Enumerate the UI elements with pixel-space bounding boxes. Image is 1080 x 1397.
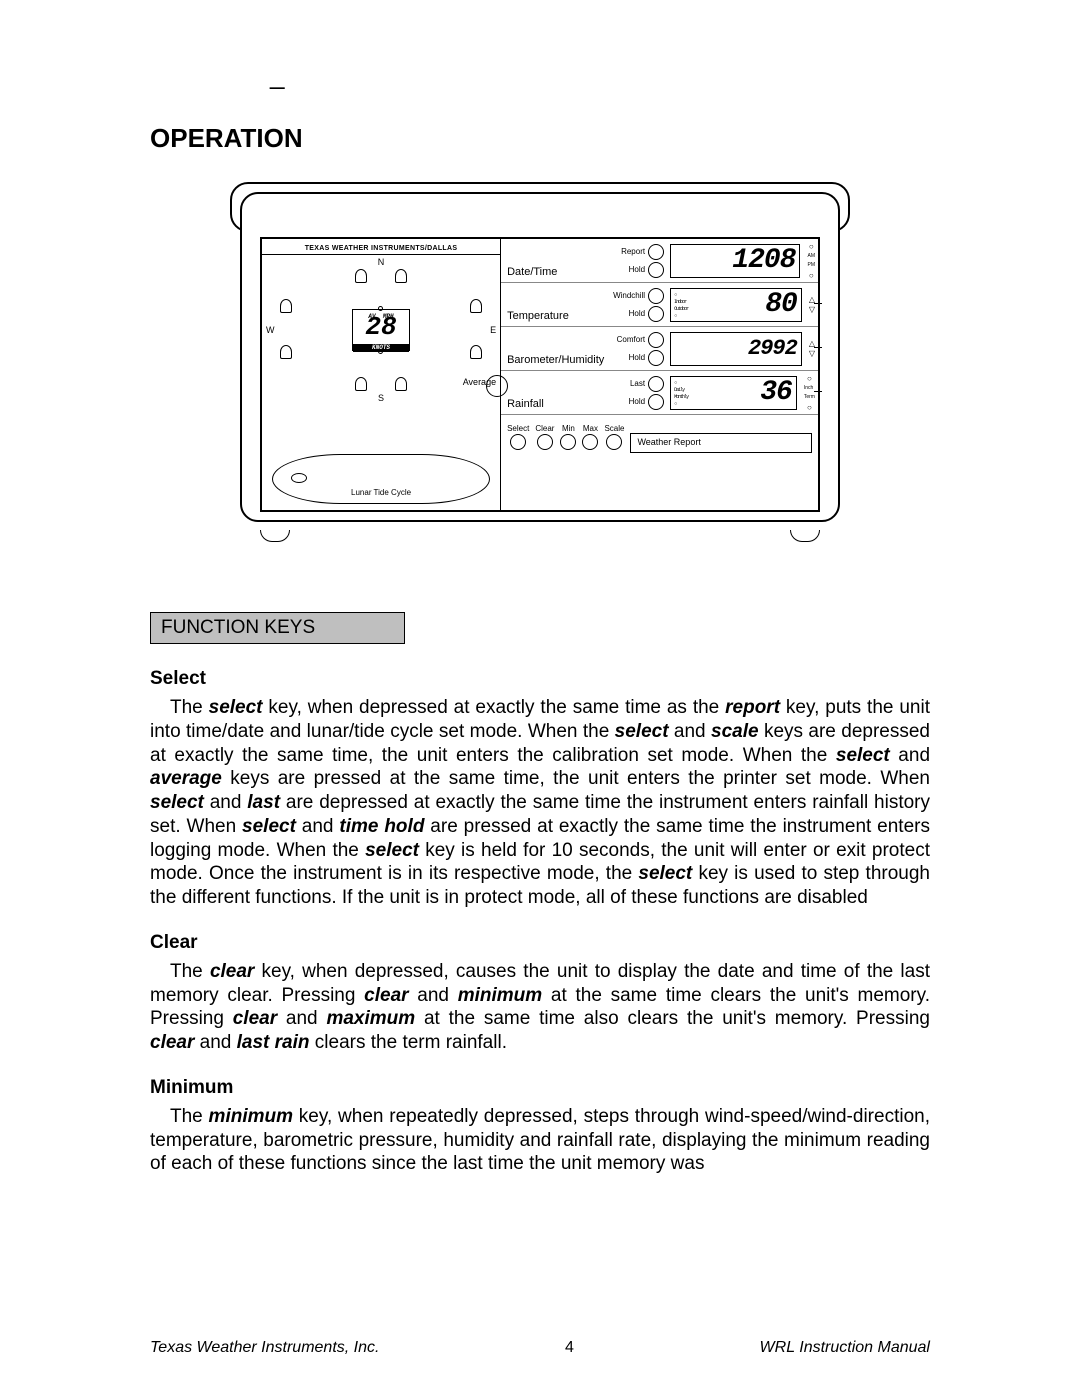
compass-n: N <box>378 257 385 267</box>
footer-manual-title: WRL Instruction Manual <box>760 1339 930 1357</box>
barometer-label: Barometer/Humidity <box>507 354 602 370</box>
lunar-tide-display: Lunar Tide Cycle <box>272 454 490 504</box>
clear-heading: Clear <box>150 932 930 954</box>
page-title: OPERATION <box>150 123 930 154</box>
device-illustration: TEXAS WEATHER INSTRUMENTS/DALLAS N S W E <box>150 182 930 552</box>
bottom-button-row: Select Clear Min Max Scale Weather Repor… <box>501 415 818 459</box>
footer-company: Texas Weather Instruments, Inc. <box>150 1339 379 1357</box>
comfort-label: Comfort <box>617 335 645 344</box>
page-footer: Texas Weather Instruments, Inc. 4 WRL In… <box>150 1339 930 1357</box>
hold-label: Hold <box>629 265 645 274</box>
header-dash: _ <box>270 60 930 91</box>
function-keys-header: FUNCTION KEYS <box>150 612 405 644</box>
clear-paragraph: The clear key, when depressed, causes th… <box>150 960 930 1055</box>
compass-arrow-icon <box>395 269 407 283</box>
minimum-paragraph: The minimum key, when repeatedly depress… <box>150 1105 930 1176</box>
comfort-button[interactable] <box>648 332 664 348</box>
scale-button[interactable] <box>606 434 622 450</box>
row-rainfall: Rainfall Last Hold ○DailyMonthly○36 Inch… <box>501 371 818 415</box>
report-button[interactable] <box>648 244 664 260</box>
lunar-pointer-icon <box>291 473 307 483</box>
max-button[interactable] <box>582 434 598 450</box>
compass-arrow-icon <box>355 377 367 391</box>
compass-w: W <box>266 325 275 335</box>
hold-label: Hold <box>629 309 645 318</box>
compass-e: E <box>490 325 496 335</box>
min-label: Min <box>562 424 575 433</box>
report-label: Report <box>621 247 645 256</box>
weather-report-display: Weather Report <box>630 433 812 453</box>
row-datetime: Date/Time Report Hold 1208 AMPM <box>501 239 818 283</box>
hold-label: Hold <box>629 353 645 362</box>
temperature-lcd: ○IndoorOutdoor○80 <box>670 288 802 322</box>
select-heading: Select <box>150 668 930 690</box>
clear-button[interactable] <box>537 434 553 450</box>
hold-label: Hold <box>629 397 645 406</box>
device-brand: TEXAS WEATHER INSTRUMENTS/DALLAS <box>262 239 500 255</box>
last-label: Last <box>630 379 645 388</box>
max-label: Max <box>583 424 598 433</box>
compass-arrow-icon <box>470 345 482 359</box>
select-button[interactable] <box>510 434 526 450</box>
windchill-label: Windchill <box>613 291 645 300</box>
compass-arrow-icon <box>280 299 292 313</box>
rainfall-lcd: ○DailyMonthly○36 <box>670 376 797 410</box>
barometer-hold-button[interactable] <box>648 350 664 366</box>
datetime-lcd: 1208 <box>670 244 800 278</box>
rainfall-label: Rainfall <box>507 398 602 414</box>
compass-arrow-icon <box>470 299 482 313</box>
trend-arrows-icon <box>806 295 818 314</box>
select-label: Select <box>507 424 529 433</box>
trend-arrows-icon <box>806 339 818 358</box>
compass-arrow-icon <box>280 345 292 359</box>
speed-lcd: AV MPH 28 KNOTS <box>352 309 410 351</box>
barometer-lcd: 2992 <box>670 332 802 366</box>
compass-s: S <box>378 393 384 403</box>
min-button[interactable] <box>560 434 576 450</box>
select-paragraph: The select key, when depressed at exactl… <box>150 696 930 910</box>
minimum-heading: Minimum <box>150 1077 930 1099</box>
scale-label: Scale <box>604 424 624 433</box>
compass-arrow-icon <box>355 269 367 283</box>
compass: N S W E <box>262 255 500 405</box>
temperature-hold-button[interactable] <box>648 306 664 322</box>
datetime-label: Date/Time <box>507 266 602 282</box>
clear-label: Clear <box>535 424 554 433</box>
compass-arrow-icon <box>395 377 407 391</box>
row-barometer: Barometer/Humidity Comfort Hold 2992 <box>501 327 818 371</box>
rainfall-hold-button[interactable] <box>648 394 664 410</box>
footer-page-number: 4 <box>565 1339 574 1357</box>
windchill-button[interactable] <box>648 288 664 304</box>
row-temperature: Temperature Windchill Hold ○IndoorOutdoo… <box>501 283 818 327</box>
unit-icons: InchTerm <box>801 374 818 412</box>
datetime-hold-button[interactable] <box>648 262 664 278</box>
temperature-label: Temperature <box>507 310 602 326</box>
last-button[interactable] <box>648 376 664 392</box>
clock-icons: AMPM <box>804 242 818 280</box>
